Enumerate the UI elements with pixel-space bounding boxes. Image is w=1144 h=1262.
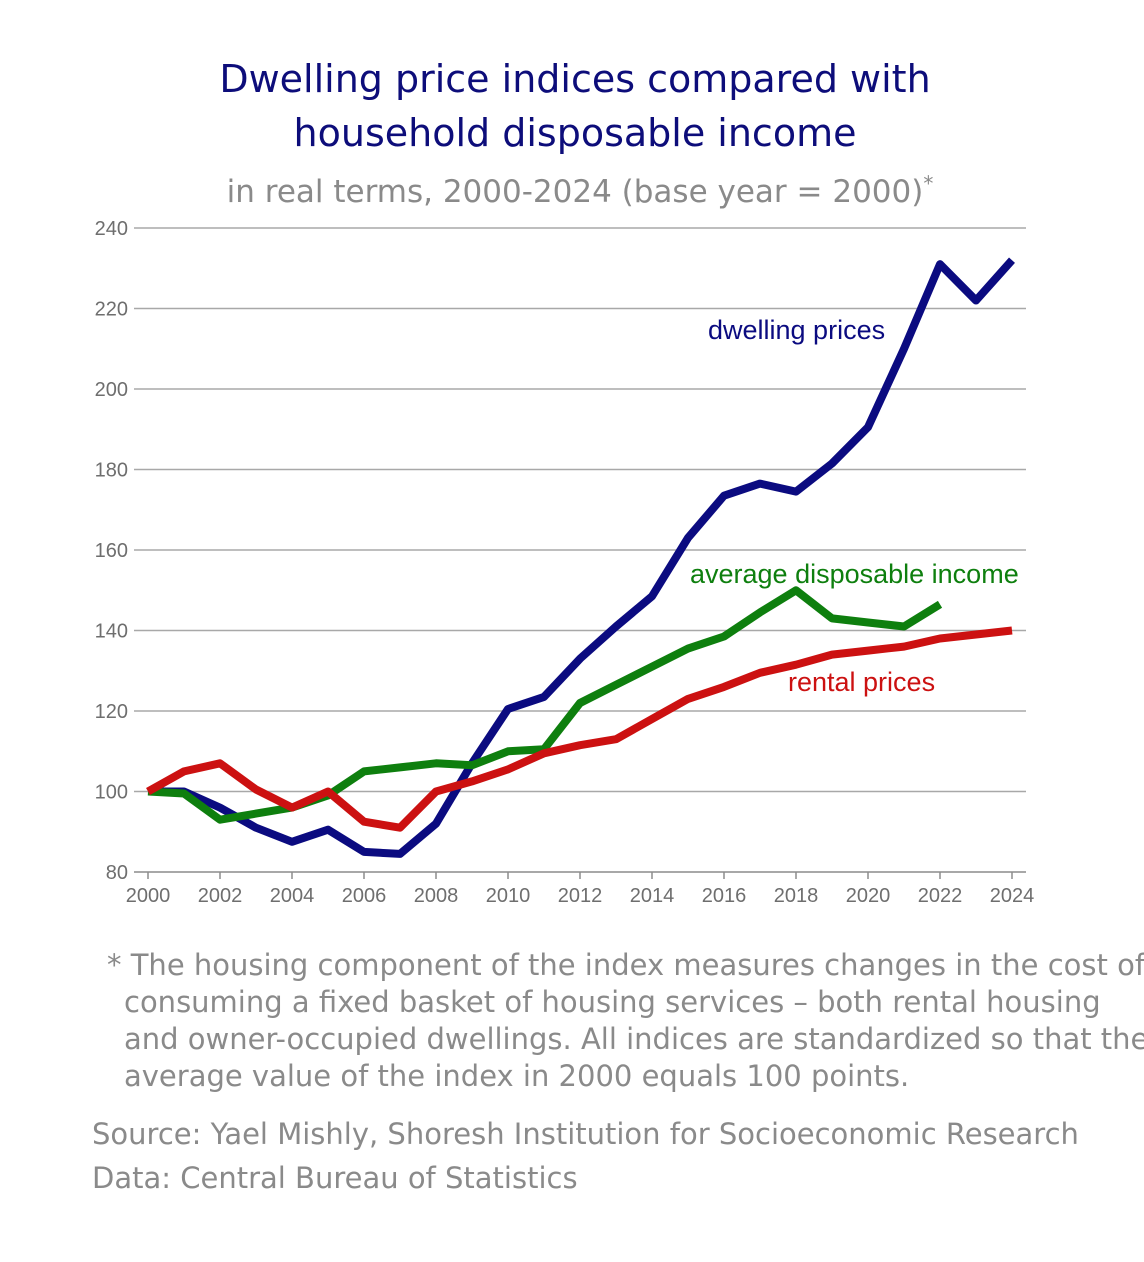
y-tick-label: 80 — [106, 862, 128, 884]
x-tick-label: 2008 — [414, 885, 459, 907]
chart-title-line-1: Dwelling price indices compared with — [219, 57, 931, 101]
series-line-average-disposable-income — [147, 586, 943, 824]
series-label-rental-prices: rental prices — [788, 667, 935, 697]
series-label-dwelling-prices: dwelling prices — [708, 315, 885, 345]
x-tick-label: 2024 — [990, 885, 1035, 907]
chart-subtitle: in real terms, 2000-2024 (base year = 20… — [0, 172, 1144, 212]
footnote-marker: * — [923, 171, 934, 196]
series-line-rental-prices — [146, 626, 1013, 832]
x-tick-label: 2006 — [342, 885, 387, 907]
x-tick-label: 2004 — [270, 885, 315, 907]
x-tick-label: 2002 — [198, 885, 243, 907]
x-tick-label: 2012 — [558, 885, 603, 907]
series-line-dwelling-prices — [148, 257, 1015, 858]
x-tick-label: 2016 — [702, 885, 747, 907]
y-tick-label: 100 — [95, 782, 128, 804]
y-tick-label: 120 — [95, 701, 128, 723]
y-tick-label: 200 — [95, 379, 128, 401]
y-tick-label: 240 — [95, 218, 128, 240]
x-tick-label: 2020 — [846, 885, 891, 907]
y-tick-label: 220 — [95, 299, 128, 321]
chart-title: Dwelling price indices compared with hou… — [0, 52, 1144, 160]
x-axis: 2000 2002 2004 2006 2008 2010 2012 2014 2016 2018… — [126, 872, 1035, 907]
data-credit: Data: Central Bureau of Statistics — [92, 1161, 578, 1195]
footnote: * The housing component of the index mea… — [107, 948, 1144, 1093]
source-credit: Source: Yael Mishly, Shoresh Institution… — [92, 1117, 1079, 1151]
x-tick-label: 2022 — [918, 885, 963, 907]
x-tick-label: 2014 — [630, 885, 675, 907]
chart-subtitle-text: in real terms, 2000-2024 (base year = 20… — [226, 174, 924, 210]
series-label-average-disposable-income: average disposable income — [690, 559, 1019, 589]
series-lines — [146, 257, 1015, 858]
x-tick-label: 2018 — [774, 885, 819, 907]
gridlines — [134, 227, 1026, 873]
y-tick-label: 180 — [95, 460, 128, 482]
x-tick-label: 2010 — [486, 885, 531, 907]
chart-title-line-2: household disposable income — [293, 111, 857, 155]
y-axis: 80 100 120 140 160 180 200 220 240 — [95, 218, 128, 884]
y-tick-label: 140 — [95, 621, 128, 643]
y-tick-label: 160 — [95, 540, 128, 562]
x-tick-label: 2000 — [126, 885, 171, 907]
